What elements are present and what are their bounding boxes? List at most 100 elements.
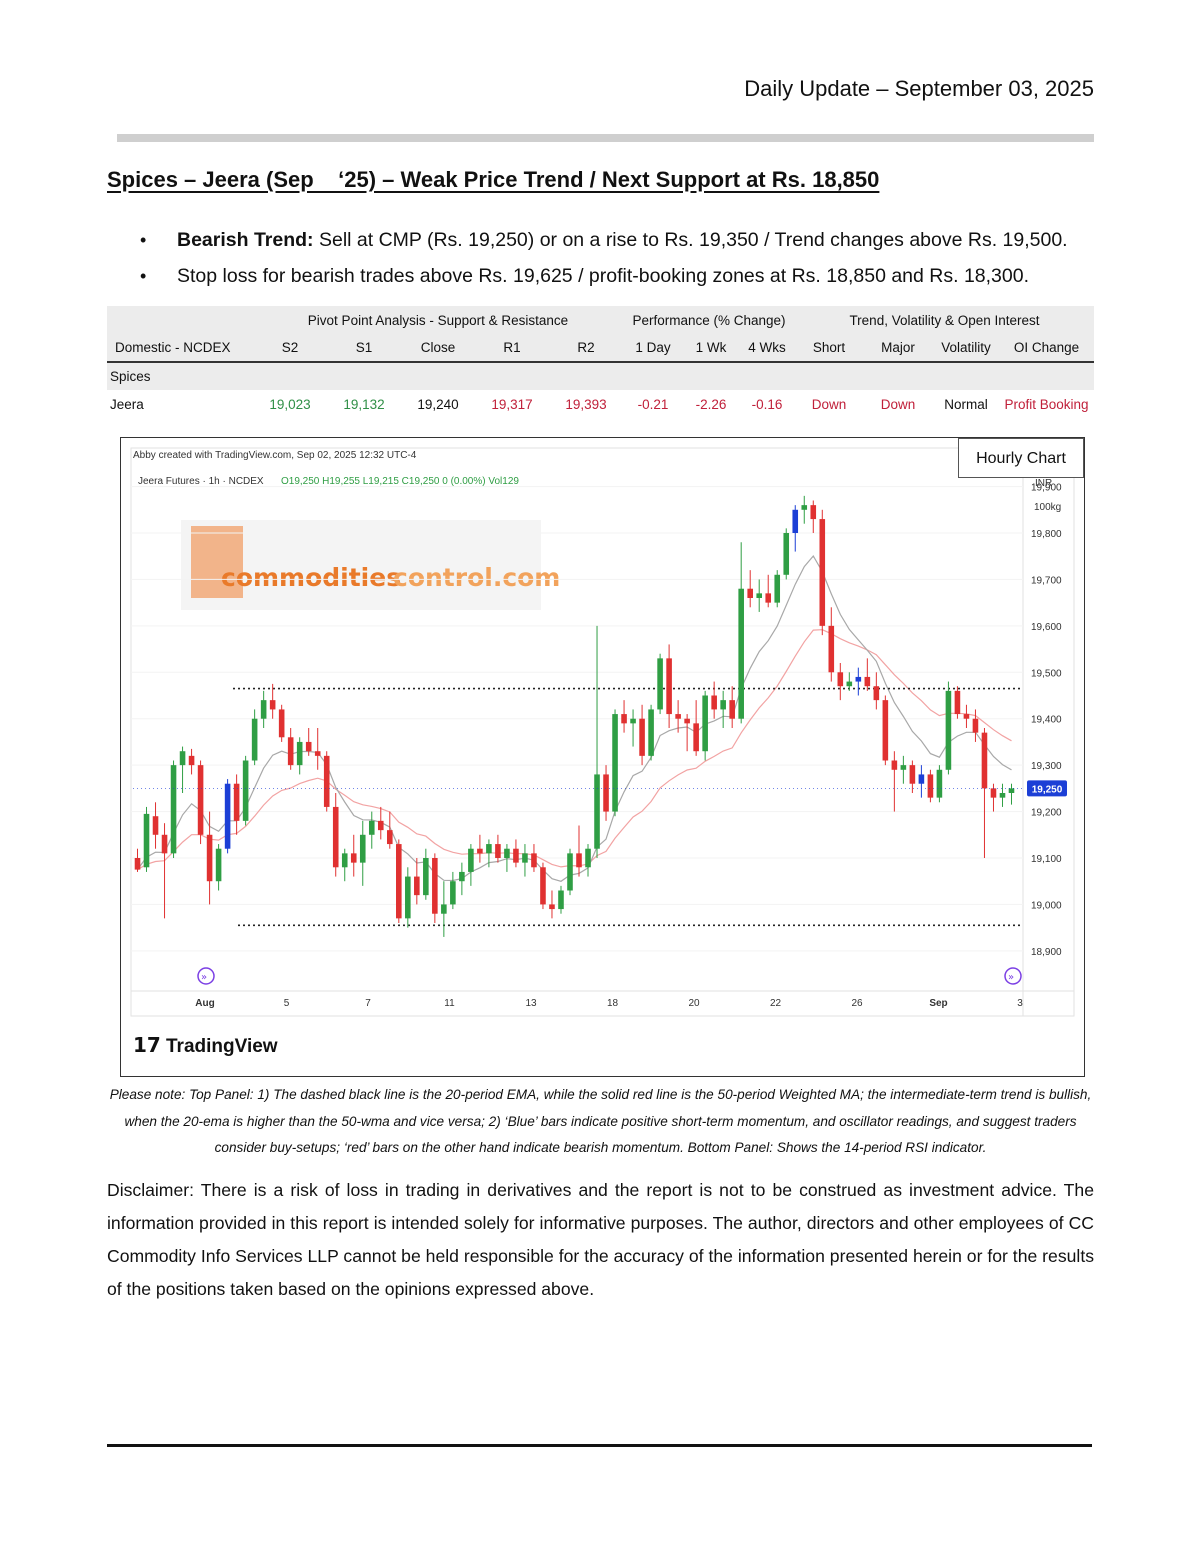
col-header: Short xyxy=(795,334,863,363)
ema-line xyxy=(137,554,1012,882)
x-tick-label: 7 xyxy=(365,998,371,1009)
chart-symbol: Jeera Futures · 1h · NCDEX xyxy=(138,476,264,487)
candle xyxy=(972,709,979,742)
candle xyxy=(341,848,348,882)
col-header: 1 Day xyxy=(623,334,683,363)
candle xyxy=(837,663,844,701)
candle xyxy=(414,858,420,905)
candle xyxy=(143,806,150,872)
candle xyxy=(909,760,916,793)
candle xyxy=(495,834,501,863)
candle xyxy=(954,686,961,719)
price-tag-box xyxy=(1027,780,1067,797)
unit-label: 100kg xyxy=(1034,502,1061,513)
replay-icon[interactable]: » xyxy=(1004,967,1022,985)
x-tick-label: 3 xyxy=(1017,998,1023,1009)
header-divider xyxy=(117,134,1094,142)
x-tick-label: 26 xyxy=(851,998,863,1009)
candle xyxy=(702,690,708,761)
svg-text:»: » xyxy=(201,972,207,983)
candle xyxy=(621,700,627,733)
y-tick-label: 19,100 xyxy=(1031,854,1062,865)
col-header: Major xyxy=(863,334,933,363)
report-heading: Spices – Jeera (Sep ‘25) – Weak Price Tr… xyxy=(107,167,880,192)
candle xyxy=(738,542,744,724)
hourly-chart-label: Hourly Chart xyxy=(958,438,1084,478)
candle xyxy=(269,683,276,719)
group-pivot: Pivot Point Analysis - Support & Resista… xyxy=(253,306,623,334)
candle xyxy=(504,844,510,872)
section-label: Spices xyxy=(107,362,1094,390)
cell-major: Down xyxy=(863,390,933,418)
candle xyxy=(522,844,528,877)
candle xyxy=(828,607,835,682)
candle xyxy=(459,862,465,896)
y-tick-label: 19,700 xyxy=(1031,575,1062,586)
y-tick-label: 19,800 xyxy=(1031,529,1062,540)
replay-icon[interactable]: » xyxy=(197,967,215,985)
candle xyxy=(477,834,483,863)
candle xyxy=(639,704,645,766)
scale-icon xyxy=(191,526,243,598)
candle xyxy=(918,765,925,798)
candle xyxy=(242,755,249,826)
candle xyxy=(855,667,862,696)
bullet-text: Stop loss for bearish trades above Rs. 1… xyxy=(177,265,1030,287)
candle xyxy=(206,811,213,905)
candle xyxy=(188,748,195,775)
bullet-text: Sell at CMP (Rs. 19,250) or on a rise to… xyxy=(313,229,1068,251)
candle xyxy=(287,728,294,770)
candle xyxy=(873,672,880,710)
cell-r1: 19,317 xyxy=(475,390,549,418)
candle xyxy=(675,700,681,733)
col-header: OI Change xyxy=(999,334,1094,363)
disclaimer: Disclaimer: There is a risk of loss in t… xyxy=(107,1180,1094,1299)
candle xyxy=(576,825,582,877)
hourly-chart: Abby created with TradingView.com, Sep 0… xyxy=(120,437,1085,1077)
candle xyxy=(585,844,591,877)
tv-brand: TradingView xyxy=(166,1036,278,1057)
candle xyxy=(927,769,934,803)
candle xyxy=(423,848,429,900)
y-tick-label: 19,000 xyxy=(1031,900,1062,911)
candle xyxy=(405,867,411,928)
col-header: R1 xyxy=(475,334,549,363)
x-tick-label: Aug xyxy=(195,998,214,1009)
candle xyxy=(260,690,267,728)
candle xyxy=(278,704,285,742)
candle xyxy=(882,695,889,766)
candle xyxy=(945,681,952,775)
pivot-table: Pivot Point Analysis - Support & Resista… xyxy=(107,306,1094,418)
candle xyxy=(864,658,871,691)
candle xyxy=(612,709,618,817)
candle xyxy=(801,495,808,524)
candle xyxy=(359,820,366,886)
candle xyxy=(314,728,321,770)
y-tick-label: 19,600 xyxy=(1031,622,1062,633)
plot-frame xyxy=(130,447,1075,1017)
candlestick-chart: Abby created with TradingView.com, Sep 0… xyxy=(130,447,1075,1057)
cell-1wk: -2.26 xyxy=(683,390,739,418)
cell-4wks: -0.16 xyxy=(739,390,795,418)
candle xyxy=(251,709,258,766)
candle xyxy=(774,570,781,608)
x-tick-label: 13 xyxy=(525,998,537,1009)
candle xyxy=(783,528,790,580)
candle xyxy=(693,700,699,756)
x-tick-label: 18 xyxy=(607,998,619,1009)
candle xyxy=(594,625,600,858)
cell-close: 19,240 xyxy=(401,390,475,418)
col-header: S2 xyxy=(253,334,327,363)
col-header: Close xyxy=(401,334,475,363)
candle xyxy=(819,509,826,636)
candle xyxy=(468,844,474,886)
candle xyxy=(549,890,555,919)
candle xyxy=(432,853,438,923)
col-header: Domestic - NCDEX xyxy=(107,334,253,363)
wma-line xyxy=(137,629,1012,871)
candle xyxy=(747,570,753,608)
candle xyxy=(666,644,672,728)
candle xyxy=(450,871,456,910)
candle xyxy=(513,839,519,868)
chart-ohlc: O19,250 H19,255 L19,215 C19,250 0 (0.00%… xyxy=(281,476,519,487)
